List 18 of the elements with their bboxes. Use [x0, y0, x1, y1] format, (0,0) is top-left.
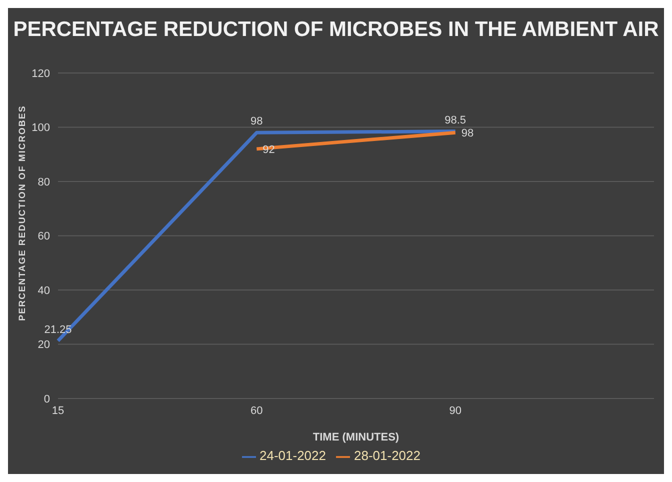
x-axis-title: TIME (MINUTES): [312, 431, 400, 444]
legend-label: 28-01-2022: [354, 448, 420, 464]
y-axis-title: PERCENTAGE REDUCTION OF MICROBES: [17, 105, 27, 321]
y-tick-label: 100: [32, 122, 50, 134]
y-tick-label: 40: [38, 284, 50, 297]
data-label: 98.5: [444, 114, 466, 126]
legend-label: 24-01-2022: [260, 448, 326, 464]
data-label: 98: [250, 116, 263, 128]
x-tick-label: 15: [52, 405, 64, 418]
chart-title: PERCENTAGE REDUCTION OF MICROBES IN THE AMBIENT AIR: [12, 18, 660, 42]
x-tick-label: 60: [250, 405, 263, 418]
data-label: 98: [461, 128, 474, 140]
x-tick-label: 90: [449, 405, 462, 418]
y-tick-label: 120: [32, 68, 50, 80]
y-tick-label: 20: [38, 339, 50, 352]
y-tick-label: 80: [38, 176, 50, 188]
y-tick-label: 0: [44, 393, 50, 406]
y-tick-label: 60: [38, 230, 50, 243]
